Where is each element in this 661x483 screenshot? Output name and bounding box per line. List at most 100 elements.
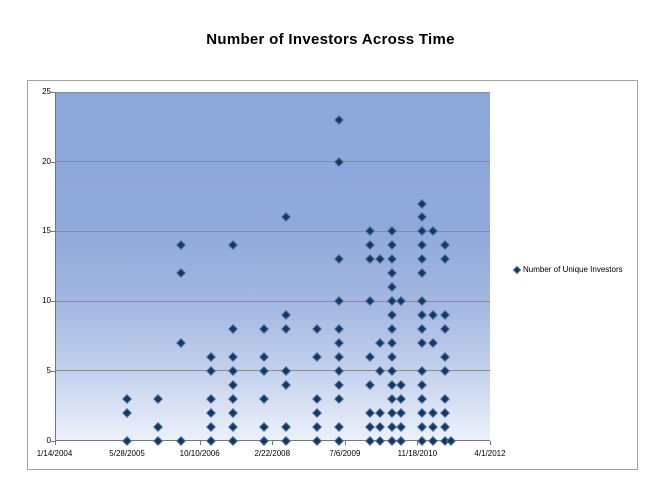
data-point [441,255,449,263]
y-axis-tick [50,161,55,163]
data-point [123,409,131,417]
data-point [376,409,384,417]
data-point [207,353,215,361]
data-point [388,311,396,319]
data-point [123,436,131,445]
x-tick-label: 1/14/2004 [36,449,73,458]
data-point [366,353,374,361]
data-point [366,436,374,445]
y-axis-tick [50,440,55,442]
y-axis-line [54,92,56,441]
data-point [260,325,268,333]
data-point [428,423,437,431]
y-tick-label: 20 [42,156,51,166]
data-point [418,436,427,445]
data-point [428,311,437,319]
data-point [366,381,374,389]
data-point [441,241,449,249]
gridline [54,230,490,232]
data-point [441,353,449,361]
data-point [376,255,384,263]
data-point [418,325,427,333]
data-point [428,409,437,417]
data-point [418,269,427,277]
x-axis-tick [417,440,419,445]
data-point [123,395,131,403]
data-point [366,297,374,305]
y-tick-label: 15 [42,226,51,236]
data-point [229,241,237,249]
data-point [260,436,268,445]
data-point [282,213,290,221]
data-point [335,353,343,361]
data-point [397,409,405,417]
data-point [388,353,396,361]
data-point [418,423,427,431]
data-point [388,423,396,431]
data-point [388,395,396,403]
data-point [335,158,343,166]
data-point [441,409,449,417]
data-point [229,423,237,431]
x-tick-label: 7/6/2009 [329,449,361,458]
data-point [428,339,437,347]
data-point [335,367,343,375]
data-point [366,409,374,417]
gridline [54,91,490,93]
data-point [418,241,427,249]
gridline [54,161,490,163]
data-point [260,423,268,431]
data-point [366,241,374,249]
x-tick-label: 4/1/2012 [474,449,506,458]
data-point [397,297,405,305]
data-point [366,227,374,235]
data-point [207,395,215,403]
chart-frame: 0 5 10 15 20 25 1/14/2004 5/28/2005 10/10/2006 2/… [27,80,638,470]
chart-title: Number of Investors Across Time [206,31,455,48]
data-point [418,409,427,417]
data-point [282,423,290,431]
x-axis-tick [199,440,201,445]
data-point [335,325,343,333]
data-point [388,436,396,445]
data-point [366,255,374,263]
data-point [282,436,290,445]
x-axis-tick [490,440,491,445]
data-point [376,367,384,375]
y-axis-tick [50,92,55,93]
x-tick-label: 5/28/2005 [109,449,145,458]
data-point [418,227,427,235]
legend: Number of Unique Investors [514,263,623,276]
y-axis-tick [50,231,55,233]
data-point [418,395,427,403]
data-point [388,283,396,291]
x-tick-label: 11/18/2010 [397,449,438,458]
data-point [418,367,427,375]
data-point [376,339,384,347]
data-point [376,423,384,431]
data-point [229,409,237,417]
data-point [397,395,405,403]
y-tick-label: 10 [42,296,51,306]
data-point [177,269,185,277]
legend-label: Number of Unique Investors [523,265,623,274]
data-point [441,311,449,319]
data-point [229,367,237,375]
data-point [229,325,237,333]
x-axis-tick [344,440,346,445]
plot-area [54,91,490,445]
data-point [282,325,290,333]
data-point [388,381,396,389]
data-point [388,367,396,375]
data-point [335,255,343,263]
data-point [282,367,290,375]
data-point [260,367,268,375]
data-point [335,381,343,389]
x-axis-tick [272,440,274,445]
data-point [154,423,162,431]
data-point [282,311,290,319]
data-point [441,325,449,333]
data-point [313,395,321,403]
x-tick-label: 10/10/2006 [179,449,220,458]
data-point [446,436,455,445]
